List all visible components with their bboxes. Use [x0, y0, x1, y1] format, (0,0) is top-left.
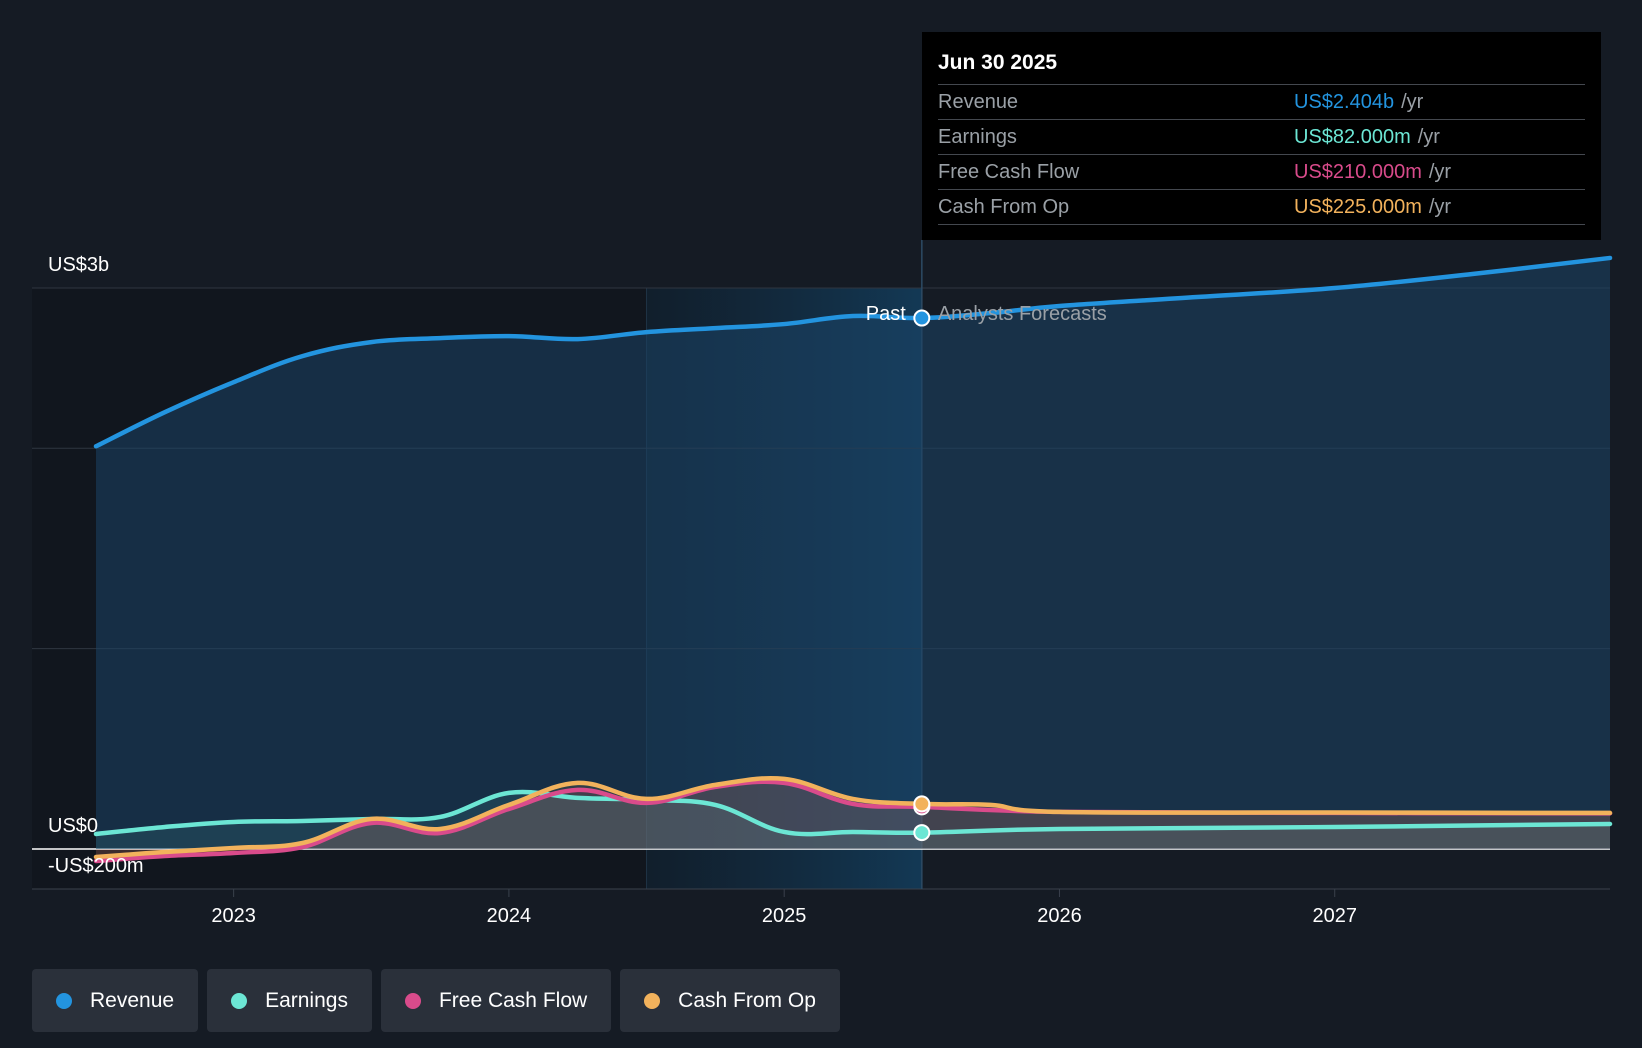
tooltip-unit: /yr — [1401, 90, 1424, 113]
forecast-label: Analysts Forecasts — [938, 303, 1107, 325]
y-tick-label: US$0 — [48, 815, 98, 837]
tooltip-unit: /yr — [1417, 125, 1440, 148]
tooltip-unit: /yr — [1428, 160, 1452, 183]
past-label: Past — [866, 303, 906, 325]
tooltip-row-free-cash-flow: Free Cash Flow US$210.000m /yr — [938, 154, 1585, 189]
legend-item-cash-from-op[interactable]: Cash From Op — [620, 969, 840, 1032]
cash-from-op-area — [96, 778, 1610, 858]
tooltip-value: US$2.404b — [1294, 90, 1395, 113]
cash-from-op-marker — [913, 795, 931, 813]
x-tick-label: 2023 — [211, 905, 256, 927]
legend-dot-icon — [56, 992, 72, 1009]
legend-item-revenue[interactable]: Revenue — [32, 969, 199, 1032]
tooltip-row-earnings: Earnings US$82.000m /yr — [938, 119, 1585, 154]
revenue-line — [93, 255, 1613, 449]
x-tick-label: 2027 — [1312, 905, 1357, 927]
x-tick-label: 2025 — [762, 905, 807, 927]
legend: Revenue Earnings Free Cash Flow Cash Fro… — [32, 969, 840, 1032]
legend-dot-icon — [404, 992, 421, 1009]
legend-label: Revenue — [90, 988, 175, 1012]
chart: US$3b US$0 -US$200m Past Analysts Forecasts 2… — [32, 240, 1613, 927]
tooltip-value: US$225.000m — [1294, 195, 1422, 218]
tooltip-unit: /yr — [1428, 195, 1452, 218]
x-tick-label: 2024 — [487, 905, 532, 927]
tooltip-value: US$82.000m — [1294, 125, 1411, 148]
earnings-marker — [913, 824, 931, 842]
cash-from-op-line — [93, 775, 1613, 860]
legend-dot-icon — [644, 992, 661, 1009]
legend-dot-icon — [231, 992, 248, 1009]
tooltip-value: US$210.000m — [1294, 160, 1422, 183]
revenue-area — [96, 257, 1610, 850]
tooltip-label: Cash From Op — [938, 195, 1070, 218]
y-tick-label: US$3b — [48, 254, 109, 276]
tooltip-date: Jun 30 2025 — [938, 51, 1058, 74]
tooltip-label: Earnings — [938, 125, 1017, 148]
legend-label: Cash From Op — [678, 988, 816, 1012]
x-tick-label: 2026 — [1037, 905, 1082, 927]
tooltip-label: Free Cash Flow — [938, 160, 1080, 183]
tooltip-row-cash-from-op: Cash From Op US$225.000m /yr — [938, 189, 1585, 225]
revenue-marker — [913, 309, 931, 327]
tooltip-label: Revenue — [938, 90, 1019, 113]
legend-item-free-cash-flow[interactable]: Free Cash Flow — [380, 969, 612, 1032]
legend-label: Free Cash Flow — [438, 988, 588, 1012]
legend-item-earnings[interactable]: Earnings — [207, 969, 372, 1032]
y-tick-label: -US$200m — [48, 855, 144, 877]
tooltip: Jun 30 2025 Revenue US$2.404b /yr Earnin… — [922, 32, 1601, 240]
free-cash-flow-area — [96, 781, 1610, 862]
tooltip-row-revenue: Revenue US$2.404b /yr — [938, 84, 1585, 119]
legend-label: Earnings — [265, 988, 348, 1012]
